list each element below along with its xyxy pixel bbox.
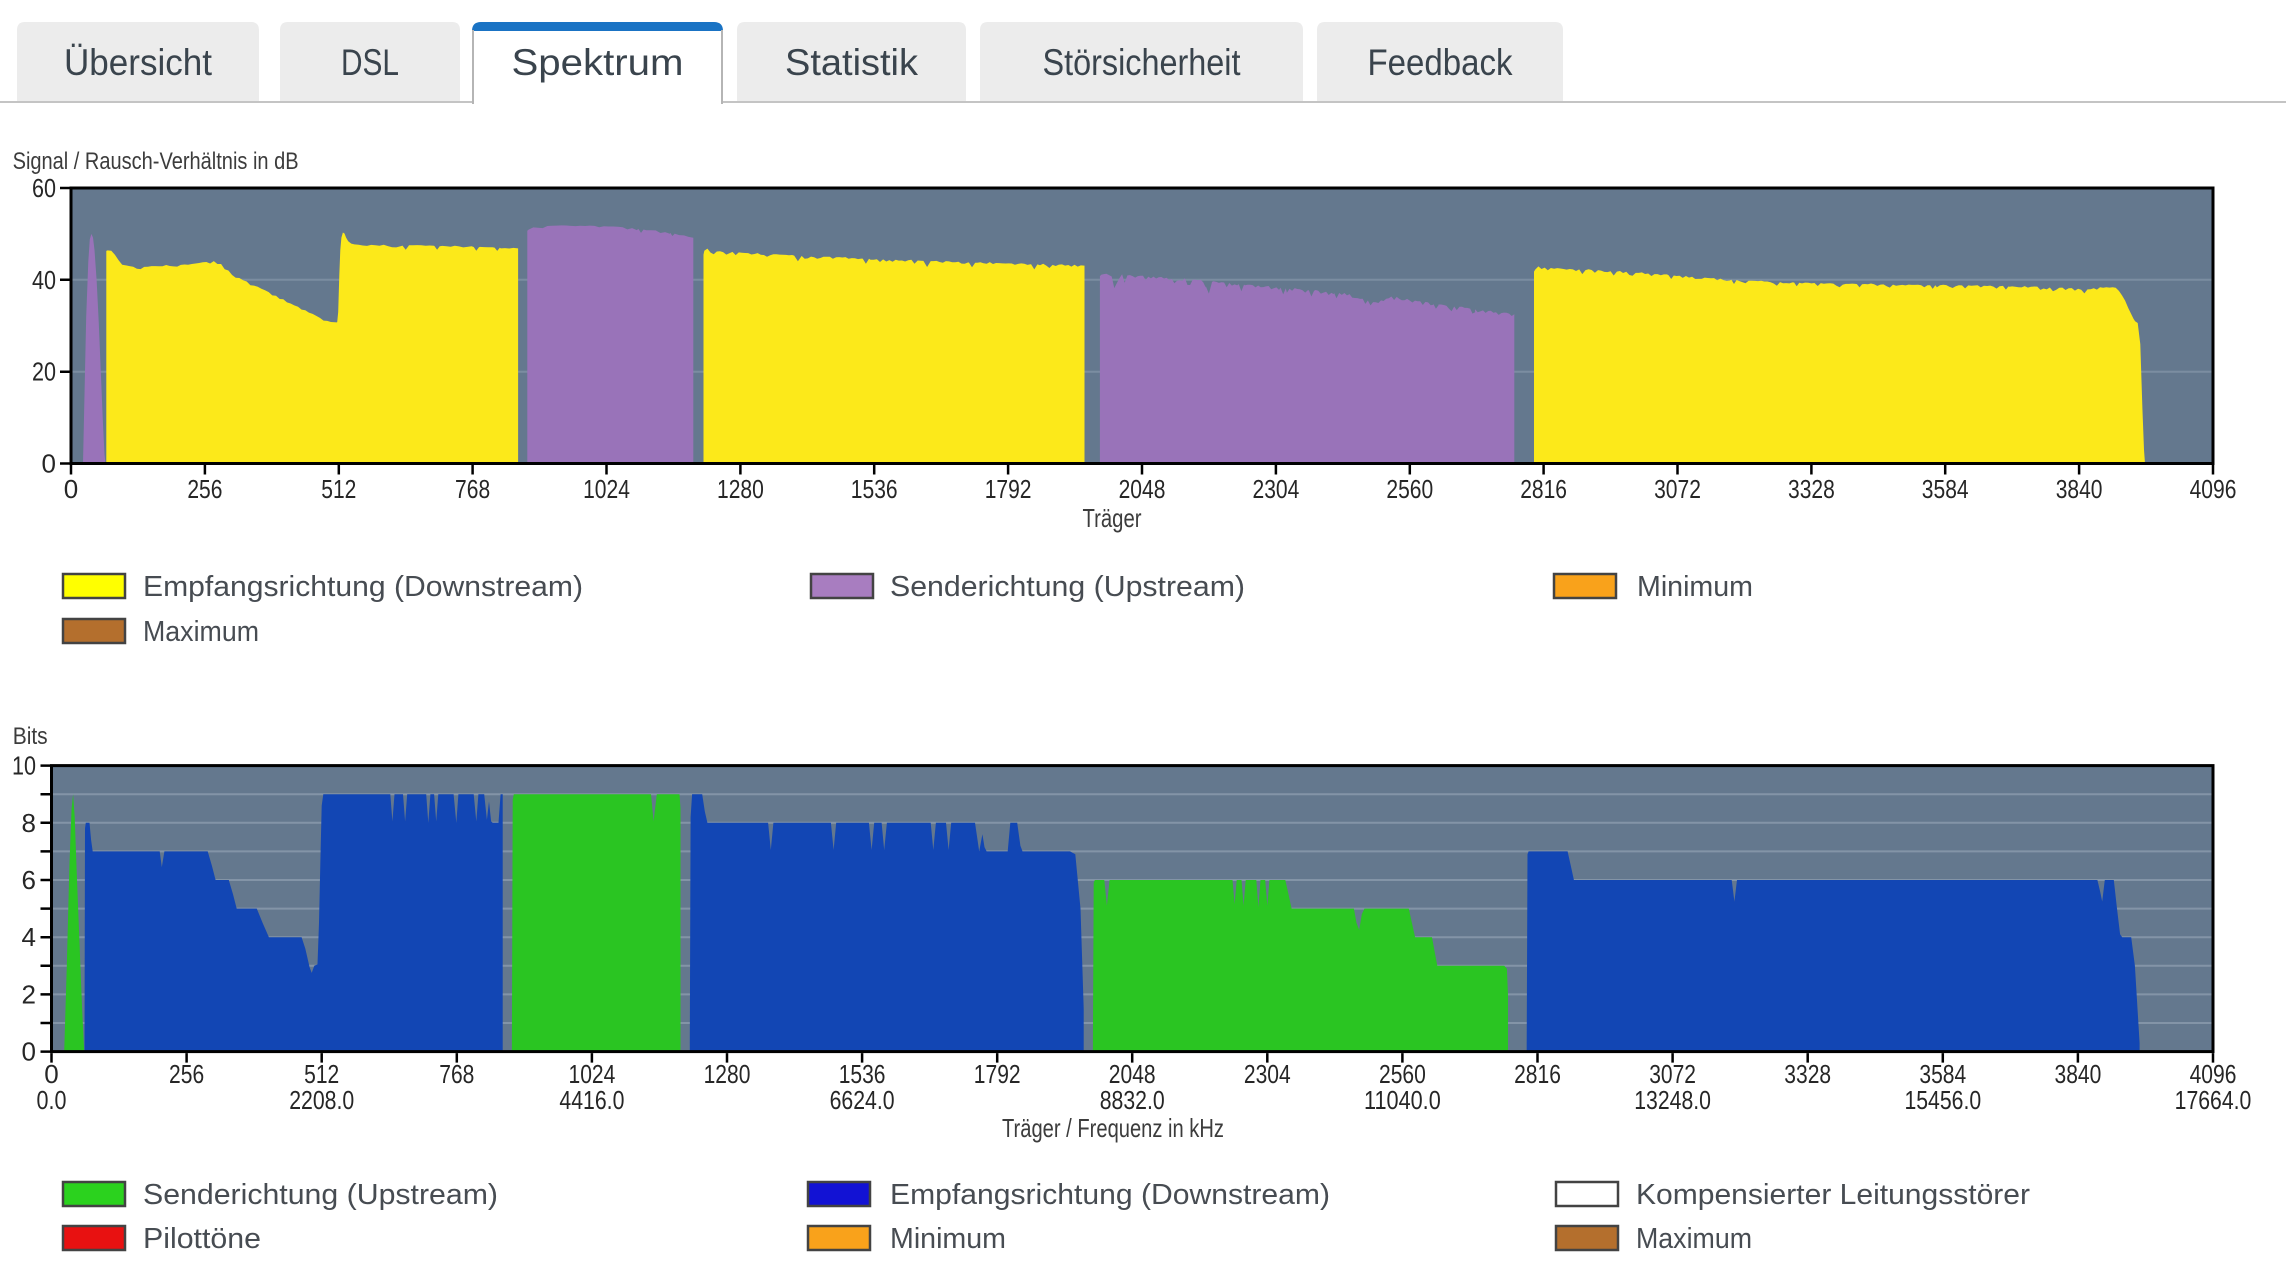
svg-text:Empfangsrichtung (Downstream): Empfangsrichtung (Downstream): [143, 571, 583, 603]
svg-text:15456.0: 15456.0: [1904, 1085, 1981, 1115]
svg-text:3328: 3328: [1784, 1059, 1831, 1089]
svg-text:3584: 3584: [1919, 1059, 1966, 1089]
svg-text:8832.0: 8832.0: [1100, 1085, 1165, 1115]
svg-text:6624.0: 6624.0: [830, 1085, 895, 1115]
svg-text:1536: 1536: [851, 474, 898, 504]
svg-text:0.0: 0.0: [37, 1085, 67, 1115]
svg-text:256: 256: [187, 474, 222, 504]
svg-text:4: 4: [22, 922, 36, 952]
svg-text:3840: 3840: [2055, 1059, 2102, 1089]
svg-text:13248.0: 13248.0: [1634, 1085, 1711, 1115]
svg-text:1024: 1024: [583, 474, 630, 504]
svg-text:4096: 4096: [2190, 1059, 2237, 1089]
svg-text:2208.0: 2208.0: [289, 1085, 354, 1115]
svg-text:512: 512: [321, 474, 356, 504]
svg-text:6: 6: [22, 865, 36, 895]
svg-text:Feedback: Feedback: [1368, 42, 1513, 83]
svg-text:Bits: Bits: [13, 723, 48, 750]
svg-text:0: 0: [64, 474, 78, 504]
svg-text:0: 0: [22, 1037, 36, 1067]
svg-text:2304: 2304: [1244, 1059, 1291, 1089]
svg-text:Pilottöne: Pilottöne: [143, 1223, 261, 1255]
svg-text:Signal / Rausch-Verhältnis in: Signal / Rausch-Verhältnis in dB: [13, 148, 299, 175]
svg-text:Minimum: Minimum: [1637, 571, 1753, 603]
svg-text:Übersicht: Übersicht: [64, 42, 213, 83]
svg-text:Maximum: Maximum: [143, 616, 259, 648]
svg-text:1792: 1792: [974, 1059, 1021, 1089]
svg-text:Empfangsrichtung (Downstream): Empfangsrichtung (Downstream): [890, 1179, 1330, 1211]
svg-text:10: 10: [12, 751, 36, 781]
svg-text:Statistik: Statistik: [785, 42, 919, 83]
svg-text:3584: 3584: [1922, 474, 1969, 504]
svg-text:Maximum: Maximum: [1636, 1223, 1752, 1255]
svg-text:2048: 2048: [1109, 1059, 1156, 1089]
svg-text:Senderichtung (Upstream): Senderichtung (Upstream): [890, 571, 1245, 603]
svg-text:2048: 2048: [1119, 474, 1166, 504]
svg-text:3840: 3840: [2056, 474, 2103, 504]
svg-text:2304: 2304: [1253, 474, 1300, 504]
svg-text:11040.0: 11040.0: [1364, 1085, 1441, 1115]
svg-text:3072: 3072: [1649, 1059, 1696, 1089]
svg-text:0: 0: [42, 449, 56, 479]
svg-text:3328: 3328: [1788, 474, 1835, 504]
svg-text:2560: 2560: [1379, 1059, 1426, 1089]
svg-text:Senderichtung (Upstream): Senderichtung (Upstream): [143, 1179, 498, 1211]
svg-text:1280: 1280: [704, 1059, 751, 1089]
svg-text:Spektrum: Spektrum: [512, 42, 684, 83]
svg-text:512: 512: [304, 1059, 339, 1089]
svg-text:17664.0: 17664.0: [2175, 1085, 2252, 1115]
svg-text:2816: 2816: [1514, 1059, 1561, 1089]
svg-text:768: 768: [439, 1059, 474, 1089]
svg-text:3072: 3072: [1654, 474, 1701, 504]
svg-text:40: 40: [32, 265, 56, 295]
svg-text:DSL: DSL: [341, 42, 399, 83]
svg-text:4096: 4096: [2190, 474, 2237, 504]
svg-text:2816: 2816: [1520, 474, 1567, 504]
svg-text:2560: 2560: [1386, 474, 1433, 504]
svg-text:Minimum: Minimum: [890, 1223, 1006, 1255]
svg-text:60: 60: [32, 173, 56, 203]
svg-text:768: 768: [455, 474, 490, 504]
svg-text:1280: 1280: [717, 474, 764, 504]
svg-text:4416.0: 4416.0: [559, 1085, 624, 1115]
svg-text:1536: 1536: [839, 1059, 886, 1089]
svg-text:Kompensierter Leitungsstörer: Kompensierter Leitungsstörer: [1636, 1179, 2030, 1211]
svg-text:2: 2: [22, 979, 36, 1009]
svg-text:0: 0: [44, 1059, 58, 1089]
svg-text:1024: 1024: [569, 1059, 616, 1089]
svg-text:8: 8: [22, 808, 36, 838]
svg-text:1792: 1792: [985, 474, 1032, 504]
svg-text:20: 20: [32, 357, 56, 387]
svg-text:256: 256: [169, 1059, 204, 1089]
svg-text:Träger / Frequenz in kHz: Träger / Frequenz in kHz: [1002, 1113, 1224, 1143]
svg-text:Störsicherheit: Störsicherheit: [1043, 42, 1242, 83]
svg-text:Träger: Träger: [1083, 503, 1142, 533]
